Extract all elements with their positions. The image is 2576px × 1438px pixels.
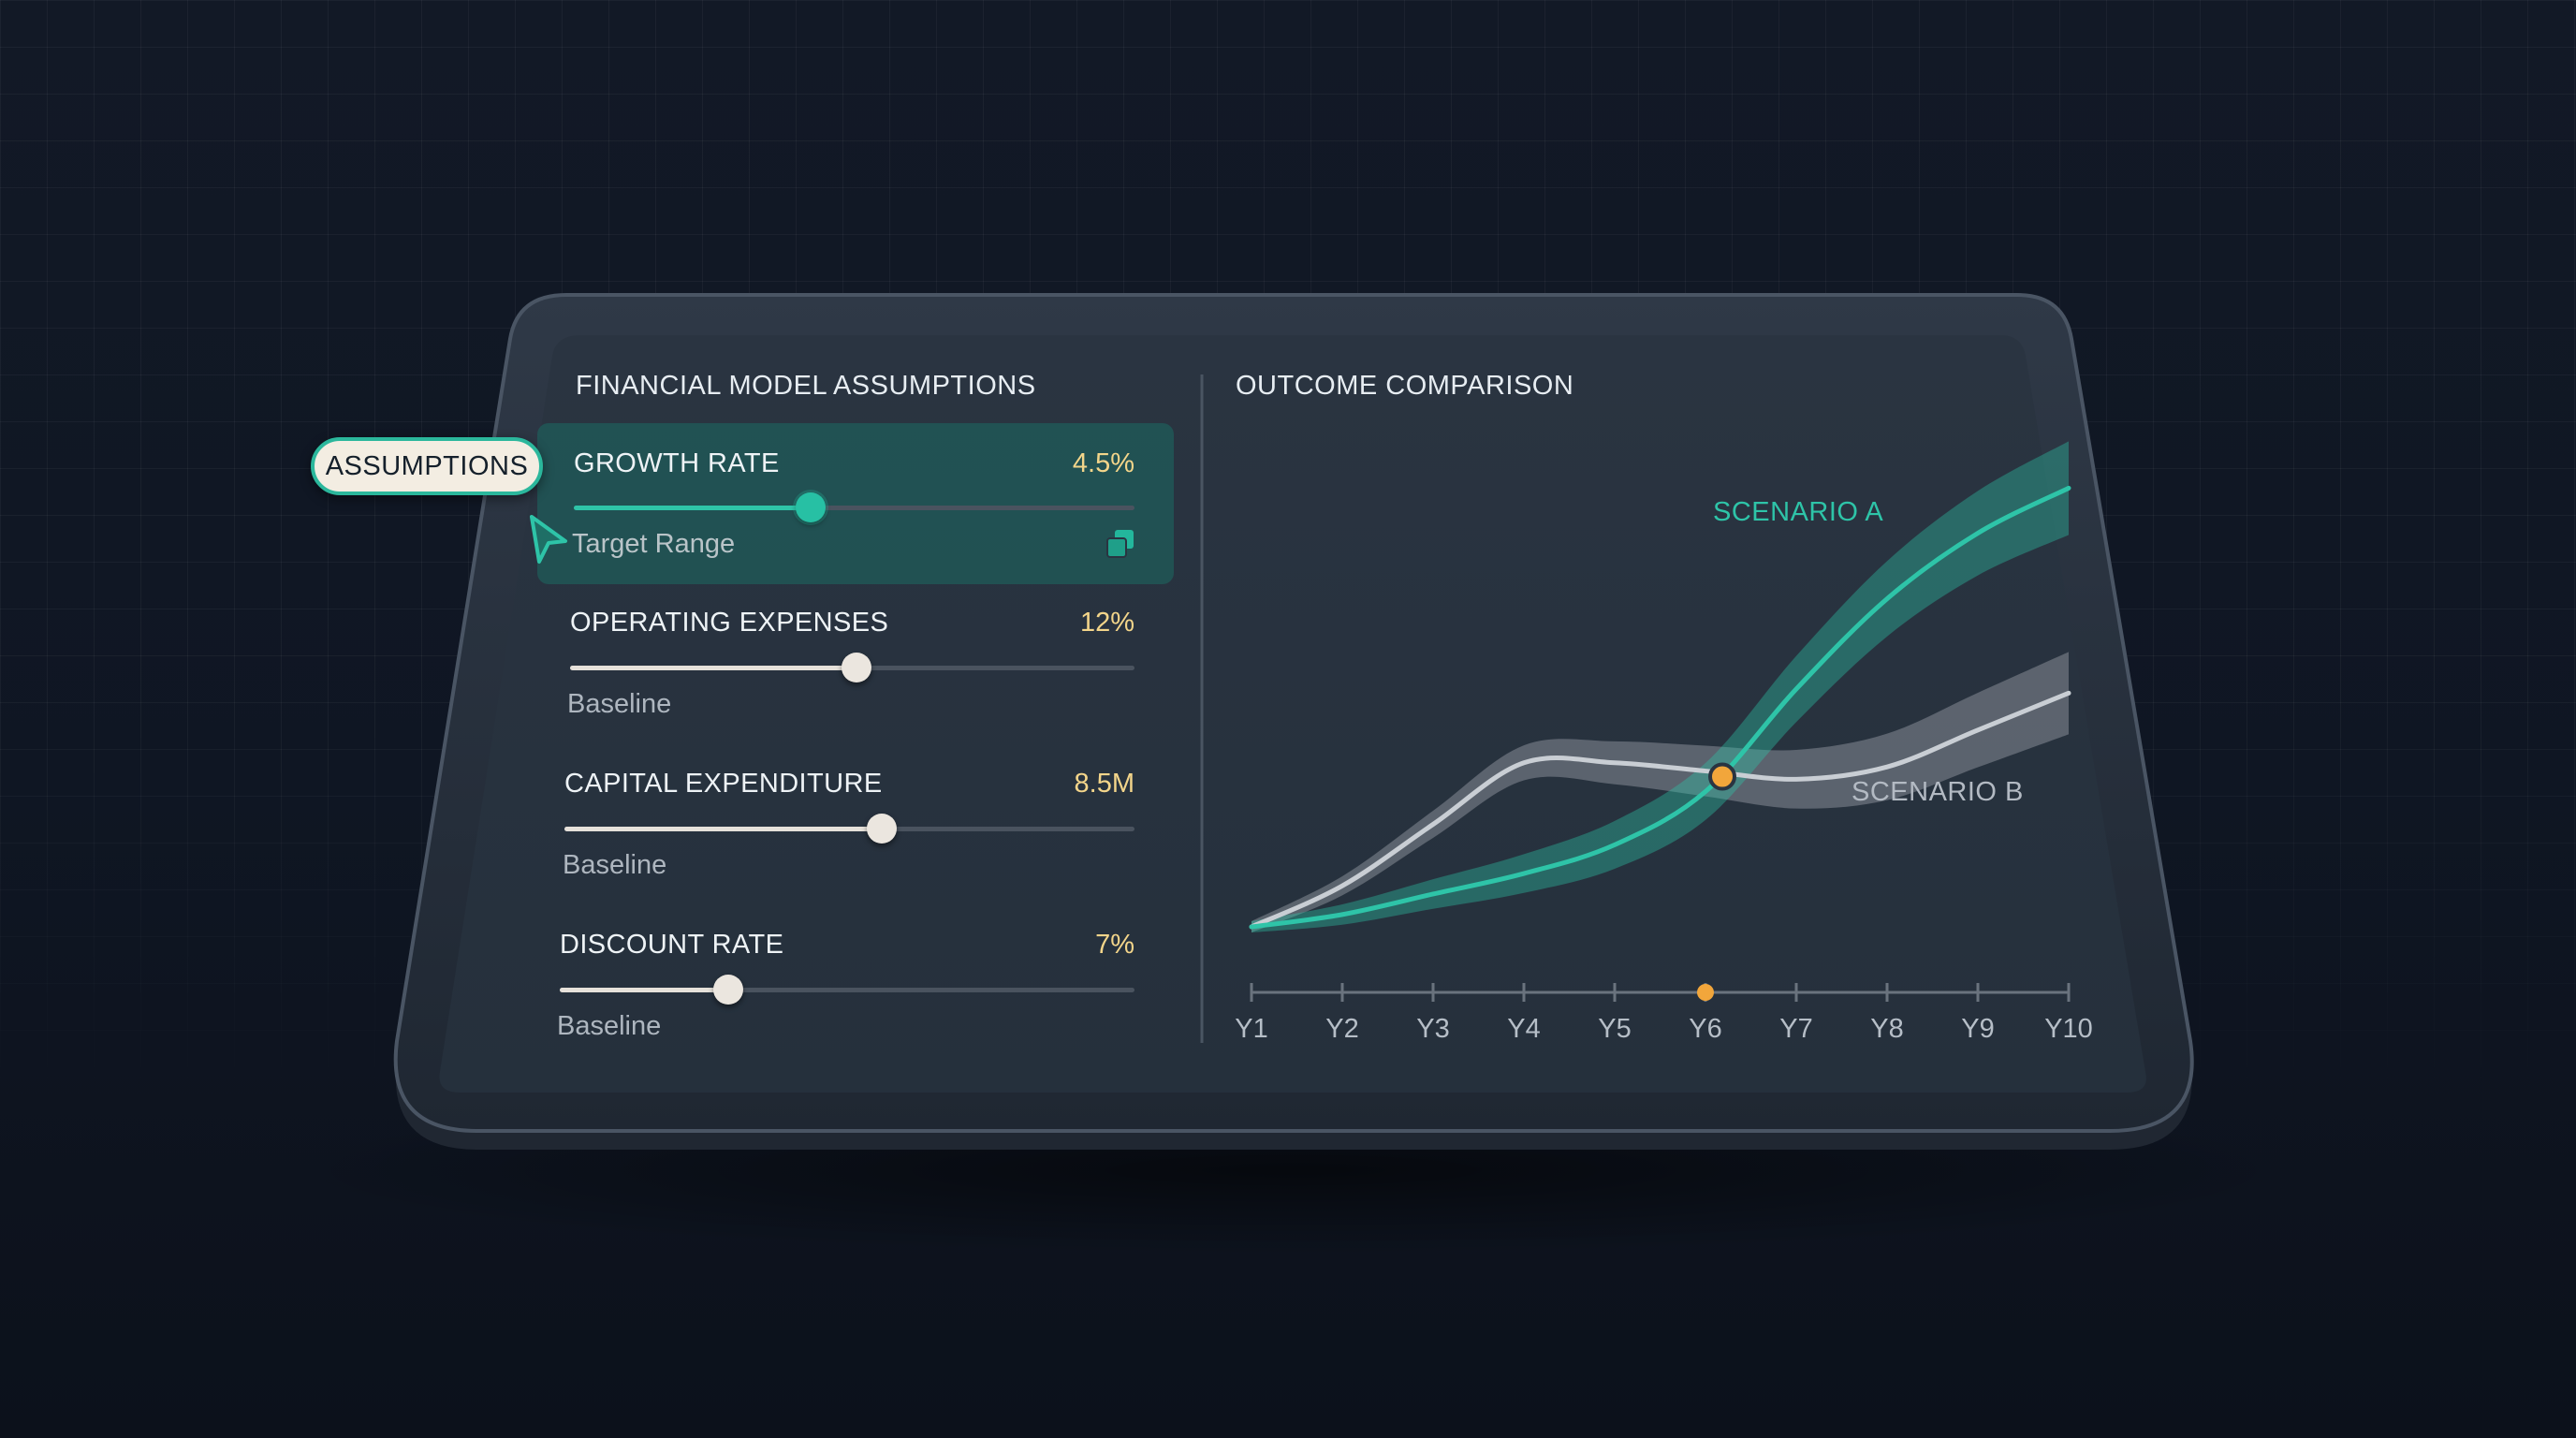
intersection-marker[interactable] xyxy=(1708,762,1736,791)
slider-sublabel: Baseline xyxy=(557,1011,662,1041)
x-tick-label: Y9 xyxy=(1961,1014,1994,1044)
series-band-scenario-b xyxy=(1251,652,2069,932)
slider-fill xyxy=(570,666,856,670)
outcome-title: OUTCOME COMPARISON xyxy=(1236,371,1574,401)
series-label-scenario-a: SCENARIO A xyxy=(1713,497,1883,527)
series-band-scenario-a xyxy=(1251,441,2069,933)
slider-handle[interactable] xyxy=(842,653,871,682)
assumptions-title: FINANCIAL MODEL ASSUMPTIONS xyxy=(576,371,1036,401)
x-tick-label: Y10 xyxy=(2044,1014,2093,1044)
slider-handle[interactable] xyxy=(713,975,743,1005)
growth-rate-highlight xyxy=(537,423,1174,584)
slider-value: 12% xyxy=(1079,608,1134,638)
slider-track[interactable] xyxy=(564,814,1134,844)
slider-handle[interactable] xyxy=(867,814,897,844)
slider-sublabel: Baseline xyxy=(567,689,672,719)
x-tick-label: Y2 xyxy=(1325,1014,1358,1044)
series-line-scenario-b xyxy=(1249,690,2071,930)
x-tick-label: Y8 xyxy=(1870,1014,1903,1044)
x-tick-label: Y7 xyxy=(1779,1014,1812,1044)
slider-value: 8.5M xyxy=(1074,769,1134,799)
slider-sublabel: Baseline xyxy=(563,850,667,880)
slider-value: 4.5% xyxy=(1072,448,1134,478)
slider-fill xyxy=(564,827,882,831)
x-tick-label: Y4 xyxy=(1507,1014,1540,1044)
axis-highlight-marker[interactable] xyxy=(1697,984,1714,1001)
series-label-scenario-b: SCENARIO B xyxy=(1852,777,2024,807)
slider-fill xyxy=(560,988,728,992)
slider-fill xyxy=(574,506,811,510)
slider-value: 7% xyxy=(1095,930,1134,960)
slider-label: DISCOUNT RATE xyxy=(560,930,784,960)
slider-label: CAPITAL EXPENDITURE xyxy=(564,769,883,799)
slider-sublabel: Target Range xyxy=(572,529,736,559)
assumptions-chip[interactable]: ASSUMPTIONS xyxy=(311,437,543,495)
x-tick-label: Y5 xyxy=(1598,1014,1631,1044)
series-line-scenario-a xyxy=(1249,485,2071,930)
x-tick-label: Y3 xyxy=(1416,1014,1449,1044)
slider-track[interactable] xyxy=(574,492,1134,522)
slider-label: OPERATING EXPENSES xyxy=(570,608,889,638)
x-tick-label: Y6 xyxy=(1689,1014,1721,1044)
slider-track[interactable] xyxy=(570,653,1134,682)
pointer-cursor-icon xyxy=(530,515,567,564)
copy-icon[interactable] xyxy=(1105,528,1136,560)
x-tick-label: Y1 xyxy=(1235,1014,1267,1044)
slider-handle[interactable] xyxy=(796,492,826,522)
slider-track[interactable] xyxy=(560,975,1134,1005)
slider-label: GROWTH RATE xyxy=(574,448,780,478)
